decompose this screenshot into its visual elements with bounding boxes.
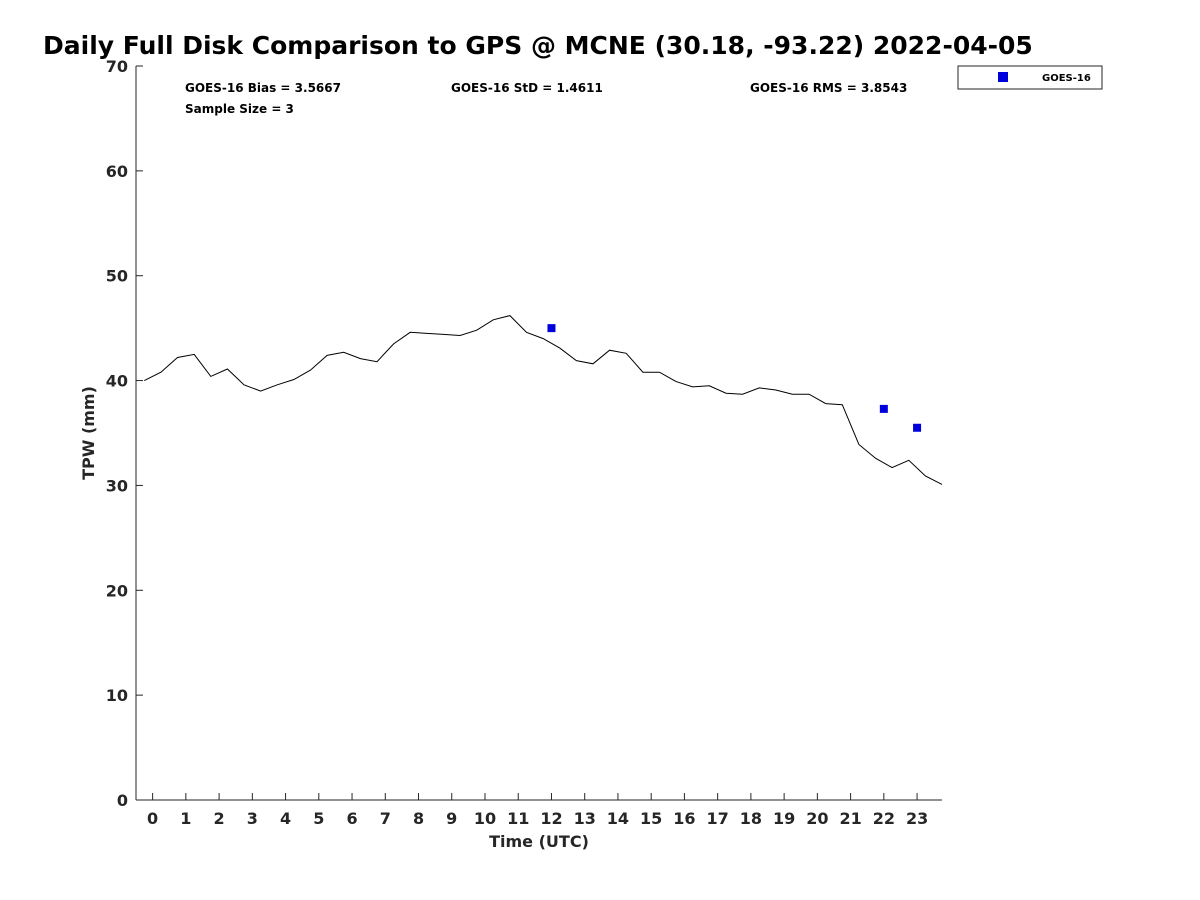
x-tick-label: 10	[474, 809, 496, 828]
y-tick-label: 20	[106, 581, 128, 600]
series-line-gps	[144, 315, 943, 485]
stat-sample-size: Sample Size = 3	[185, 102, 294, 116]
x-tick-label: 14	[607, 809, 629, 828]
y-ticks: 0 10 20 30 40 50 60 70	[106, 57, 143, 810]
x-axis-label: Time (UTC)	[489, 832, 589, 851]
legend-box	[957, 65, 1103, 90]
data-point-goes-16	[879, 404, 888, 413]
stat-bias: GOES-16 Bias = 3.5667	[185, 81, 341, 95]
x-tick-label: 16	[673, 809, 695, 828]
x-tick-label: 3	[247, 809, 258, 828]
y-tick-label: 0	[117, 791, 128, 810]
x-tick-label: 9	[446, 809, 457, 828]
x-tick-label: 18	[740, 809, 762, 828]
legend-marker-goes-16	[998, 72, 1008, 82]
x-tick-label: 0	[147, 809, 158, 828]
stat-rms: GOES-16 RMS = 3.8543	[750, 81, 907, 95]
legend-label-goes-16: GOES-16	[1042, 73, 1091, 84]
x-tick-label: 12	[540, 809, 562, 828]
y-tick-label: 70	[106, 57, 128, 76]
series-goes-16	[547, 324, 922, 432]
plot-axes	[135, 66, 942, 801]
data-point-goes-16	[913, 423, 922, 432]
x-tick-label: 1	[180, 809, 191, 828]
x-tick-label: 19	[773, 809, 795, 828]
stats-box: GOES-16 Bias = 3.5667 GOES-16 StD = 1.46…	[185, 81, 907, 116]
legend: GOES-16	[957, 65, 1103, 90]
x-tick-label: 20	[806, 809, 828, 828]
y-tick-label: 50	[106, 267, 128, 286]
x-ticks: 0 1 2 3 4 5 6 7 8 9 10 11 12 13 14 15 16 17 18 19 20 21 22 23	[147, 793, 928, 828]
x-tick-label: 7	[380, 809, 391, 828]
y-axis-label: TPW (mm)	[79, 386, 98, 480]
x-tick-label: 23	[906, 809, 928, 828]
x-tick-label: 17	[707, 809, 729, 828]
x-tick-label: 15	[640, 809, 662, 828]
x-tick-label: 11	[507, 809, 529, 828]
chart-title: Daily Full Disk Comparison to GPS @ MCNE…	[43, 31, 1033, 60]
y-tick-label: 10	[106, 686, 128, 705]
x-tick-label: 4	[280, 809, 291, 828]
y-tick-label: 60	[106, 162, 128, 181]
x-tick-label: 6	[346, 809, 357, 828]
x-tick-label: 5	[313, 809, 324, 828]
data-point-goes-16	[547, 324, 556, 333]
x-tick-label: 2	[214, 809, 225, 828]
x-tick-label: 8	[413, 809, 424, 828]
plot-area	[144, 315, 943, 485]
x-tick-label: 21	[839, 809, 861, 828]
x-tick-label: 22	[873, 809, 895, 828]
y-tick-label: 40	[106, 372, 128, 391]
stat-std: GOES-16 StD = 1.4611	[451, 81, 603, 95]
x-tick-label: 13	[574, 809, 596, 828]
y-tick-label: 30	[106, 476, 128, 495]
